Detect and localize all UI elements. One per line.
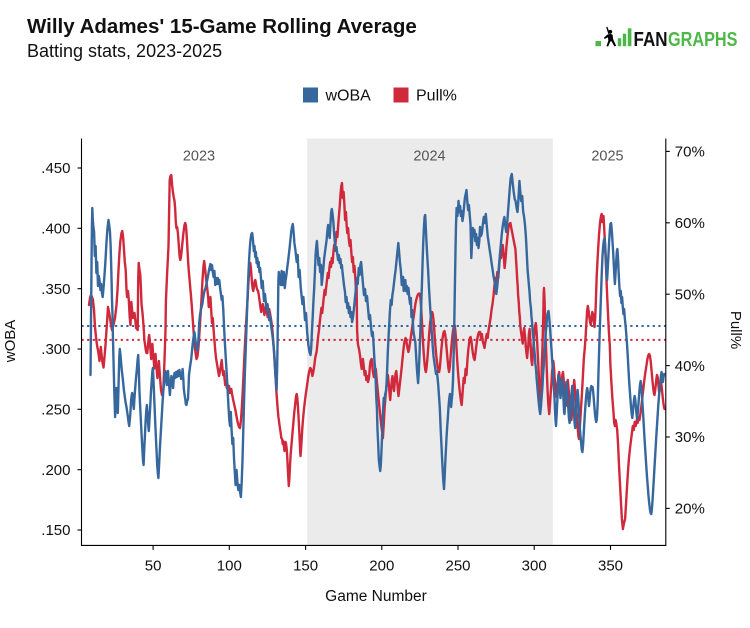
svg-text:.250: .250: [41, 402, 70, 419]
svg-text:.300: .300: [41, 341, 70, 358]
svg-text:30%: 30%: [675, 429, 705, 446]
svg-text:Batting stats, 2023-2025: Batting stats, 2023-2025: [27, 41, 222, 61]
svg-text:wOBA: wOBA: [2, 320, 19, 364]
svg-text:Pull%: Pull%: [727, 311, 744, 349]
svg-text:FANGRAPHS: FANGRAPHS: [634, 29, 738, 51]
svg-text:50: 50: [145, 558, 162, 575]
svg-text:.450: .450: [41, 160, 70, 177]
svg-text:40%: 40%: [675, 358, 705, 375]
svg-text:wOBA: wOBA: [325, 88, 372, 105]
svg-text:150: 150: [293, 558, 318, 575]
svg-text:.400: .400: [41, 221, 70, 238]
svg-text:300: 300: [522, 558, 547, 575]
svg-text:2023: 2023: [183, 149, 215, 165]
svg-text:200: 200: [369, 558, 394, 575]
svg-text:Pull%: Pull%: [416, 88, 457, 105]
svg-text:20%: 20%: [675, 501, 705, 518]
svg-text:Game Number: Game Number: [325, 588, 427, 605]
svg-text:Willy Adames' 15-Game Rolling: Willy Adames' 15-Game Rolling Average: [27, 15, 417, 38]
svg-text:60%: 60%: [675, 215, 705, 232]
svg-text:2025: 2025: [591, 149, 623, 165]
svg-text:350: 350: [598, 558, 623, 575]
svg-text:.150: .150: [41, 522, 70, 539]
svg-text:50%: 50%: [675, 286, 705, 303]
svg-text:100: 100: [217, 558, 242, 575]
svg-text:.350: .350: [41, 281, 70, 298]
svg-text:2024: 2024: [413, 149, 445, 165]
svg-text:70%: 70%: [675, 144, 705, 161]
svg-text:.200: .200: [41, 462, 70, 479]
svg-text:250: 250: [445, 558, 470, 575]
